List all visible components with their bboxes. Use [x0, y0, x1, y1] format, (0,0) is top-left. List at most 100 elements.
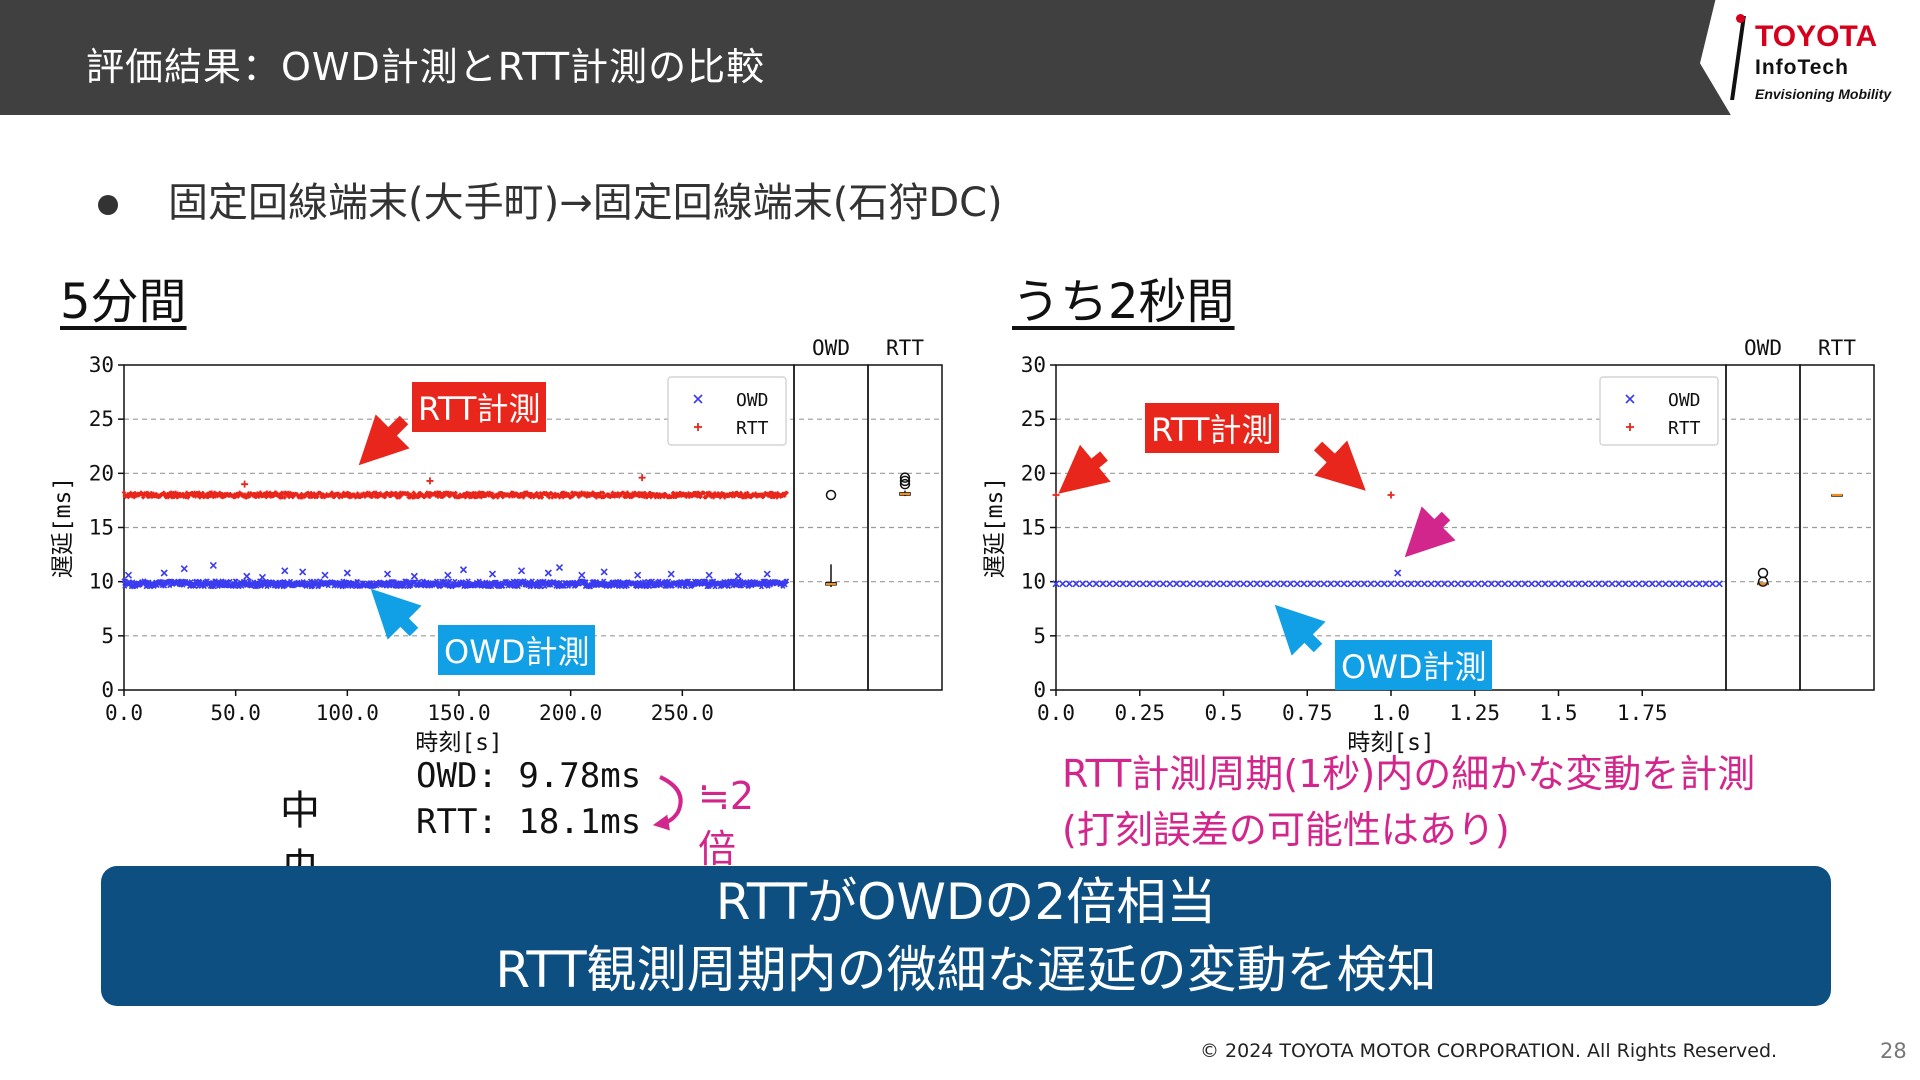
- owd-point: [1353, 580, 1362, 588]
- median-rtt: RTT: 18.1ms: [416, 802, 642, 842]
- owd-point: [321, 571, 329, 579]
- owd-point: [1173, 580, 1181, 588]
- owd-point: [1213, 580, 1221, 588]
- owd-point: [1280, 580, 1288, 588]
- owd-point: [1307, 580, 1315, 588]
- owd-point: [1487, 580, 1496, 588]
- y-tick-label: 30: [1021, 353, 1046, 377]
- owd-point: [1233, 580, 1241, 588]
- owd-point: [1621, 580, 1630, 588]
- rtt-point: [539, 495, 544, 500]
- boxplot-rtt-flier: [899, 472, 911, 483]
- right-section-title: うち2秒間: [1012, 274, 1235, 330]
- owd-point: [124, 571, 133, 579]
- owd-point: [1541, 580, 1549, 588]
- owd-point: [1588, 580, 1596, 588]
- owd-point: [1340, 580, 1348, 588]
- owd-point: [1266, 580, 1274, 588]
- owd-point: [1139, 580, 1147, 588]
- right-rtt-annotation: RTT計測: [1145, 403, 1280, 453]
- x-tick-label: 0.5: [1205, 701, 1243, 725]
- owd-point: [1521, 580, 1529, 588]
- x-tick-label: 150.0: [427, 701, 490, 725]
- owd-point: [459, 566, 468, 574]
- owd-point: [578, 571, 586, 579]
- owd-point: [1333, 580, 1341, 588]
- legend-owd-label: OWD: [736, 390, 769, 411]
- owd-point: [1126, 580, 1134, 588]
- owd-point: [1394, 569, 1402, 577]
- owd-point: [299, 568, 307, 576]
- owd-point: [555, 564, 564, 572]
- owd-point: [1601, 580, 1609, 588]
- y-tick-label: 15: [89, 516, 114, 540]
- owd-point: [1347, 580, 1355, 588]
- copyright: © 2024 TOYOTA MOTOR CORPORATION. All Rig…: [1200, 1040, 1778, 1062]
- median-owd: OWD: 9.78ms: [416, 756, 642, 796]
- owd-point: [705, 571, 713, 579]
- owd-point: [565, 583, 571, 589]
- rtt-point: [711, 495, 716, 500]
- x-tick-label: 50.0: [210, 701, 261, 725]
- owd-point: [1568, 580, 1576, 588]
- owd-point: [1132, 580, 1140, 588]
- left-owd-arrow: [370, 588, 422, 640]
- banner-line2: RTT観測周期内の微細な遅延の変動を検知: [495, 941, 1437, 999]
- owd-point: [1327, 580, 1335, 588]
- y-tick-label: 15: [1021, 516, 1046, 540]
- right-owd-jitter-arrow: [1404, 506, 1456, 558]
- owd-point: [1065, 580, 1073, 588]
- owd-point: [1675, 580, 1683, 588]
- owd-point: [1260, 580, 1268, 588]
- rtt-point: [453, 490, 458, 495]
- owd-point: [1374, 580, 1382, 588]
- owd-point: [544, 569, 552, 577]
- x-tick-label: 0.0: [105, 701, 143, 725]
- owd-point: [343, 569, 351, 577]
- rtt-point: [397, 495, 402, 500]
- owd-point: [1534, 580, 1542, 588]
- owd-point: [1420, 580, 1429, 588]
- toyota-infotech-logo: TOYOTA InfoTech Envisioning Mobility: [1700, 0, 1920, 115]
- left-section-title: 5分間: [60, 274, 187, 330]
- owd-point: [1206, 580, 1214, 588]
- owd-point: [1360, 580, 1368, 588]
- owd-point: [667, 570, 675, 578]
- x-tick-label: 0.75: [1282, 701, 1333, 725]
- owd-point: [383, 570, 392, 578]
- rtt-point: [638, 474, 646, 482]
- owd-point: [1394, 580, 1402, 588]
- rtt-point: [610, 490, 615, 495]
- owd-point: [167, 583, 173, 589]
- owd-point: [1273, 580, 1281, 588]
- left-rtt-annotation: RTT計測: [412, 382, 547, 432]
- median-ratio: ≒2倍: [698, 774, 755, 871]
- right-rtt-arrow-left: [1058, 444, 1111, 494]
- header-bar: 評価結果：OWD計測とRTT計測の比較: [0, 0, 1920, 115]
- page-title: 評価結果：OWD計測とRTT計測の比較: [86, 45, 766, 89]
- owd-point: [1240, 580, 1248, 588]
- owd-point: [1253, 580, 1261, 588]
- rtt-point: [784, 490, 789, 495]
- y-tick-label: 0: [1033, 678, 1046, 702]
- owd-point: [1461, 580, 1469, 588]
- x-tick-label: 250.0: [651, 701, 714, 725]
- owd-point: [410, 572, 418, 580]
- y-tick-label: 30: [89, 353, 114, 377]
- x-axis-label: 時刻[s]: [1347, 730, 1435, 756]
- owd-point: [1695, 580, 1703, 588]
- owd-point: [1628, 580, 1636, 588]
- left-rtt-arrow: [358, 414, 410, 466]
- y-tick-label: 20: [1021, 461, 1046, 485]
- owd-point: [1481, 580, 1489, 588]
- right-rtt-arrow-mid: [1313, 440, 1366, 491]
- owd-point: [1625, 394, 1635, 404]
- boxplot-panel-rtt: [1799, 364, 1875, 691]
- logo-line2: InfoTech: [1755, 56, 1849, 79]
- x-tick-label: 200.0: [539, 701, 602, 725]
- owd-point: [1079, 580, 1087, 588]
- owd-point: [1427, 580, 1435, 588]
- owd-point: [1193, 580, 1201, 588]
- boxplot-owd-flier: [825, 489, 837, 501]
- owd-point: [1682, 580, 1690, 588]
